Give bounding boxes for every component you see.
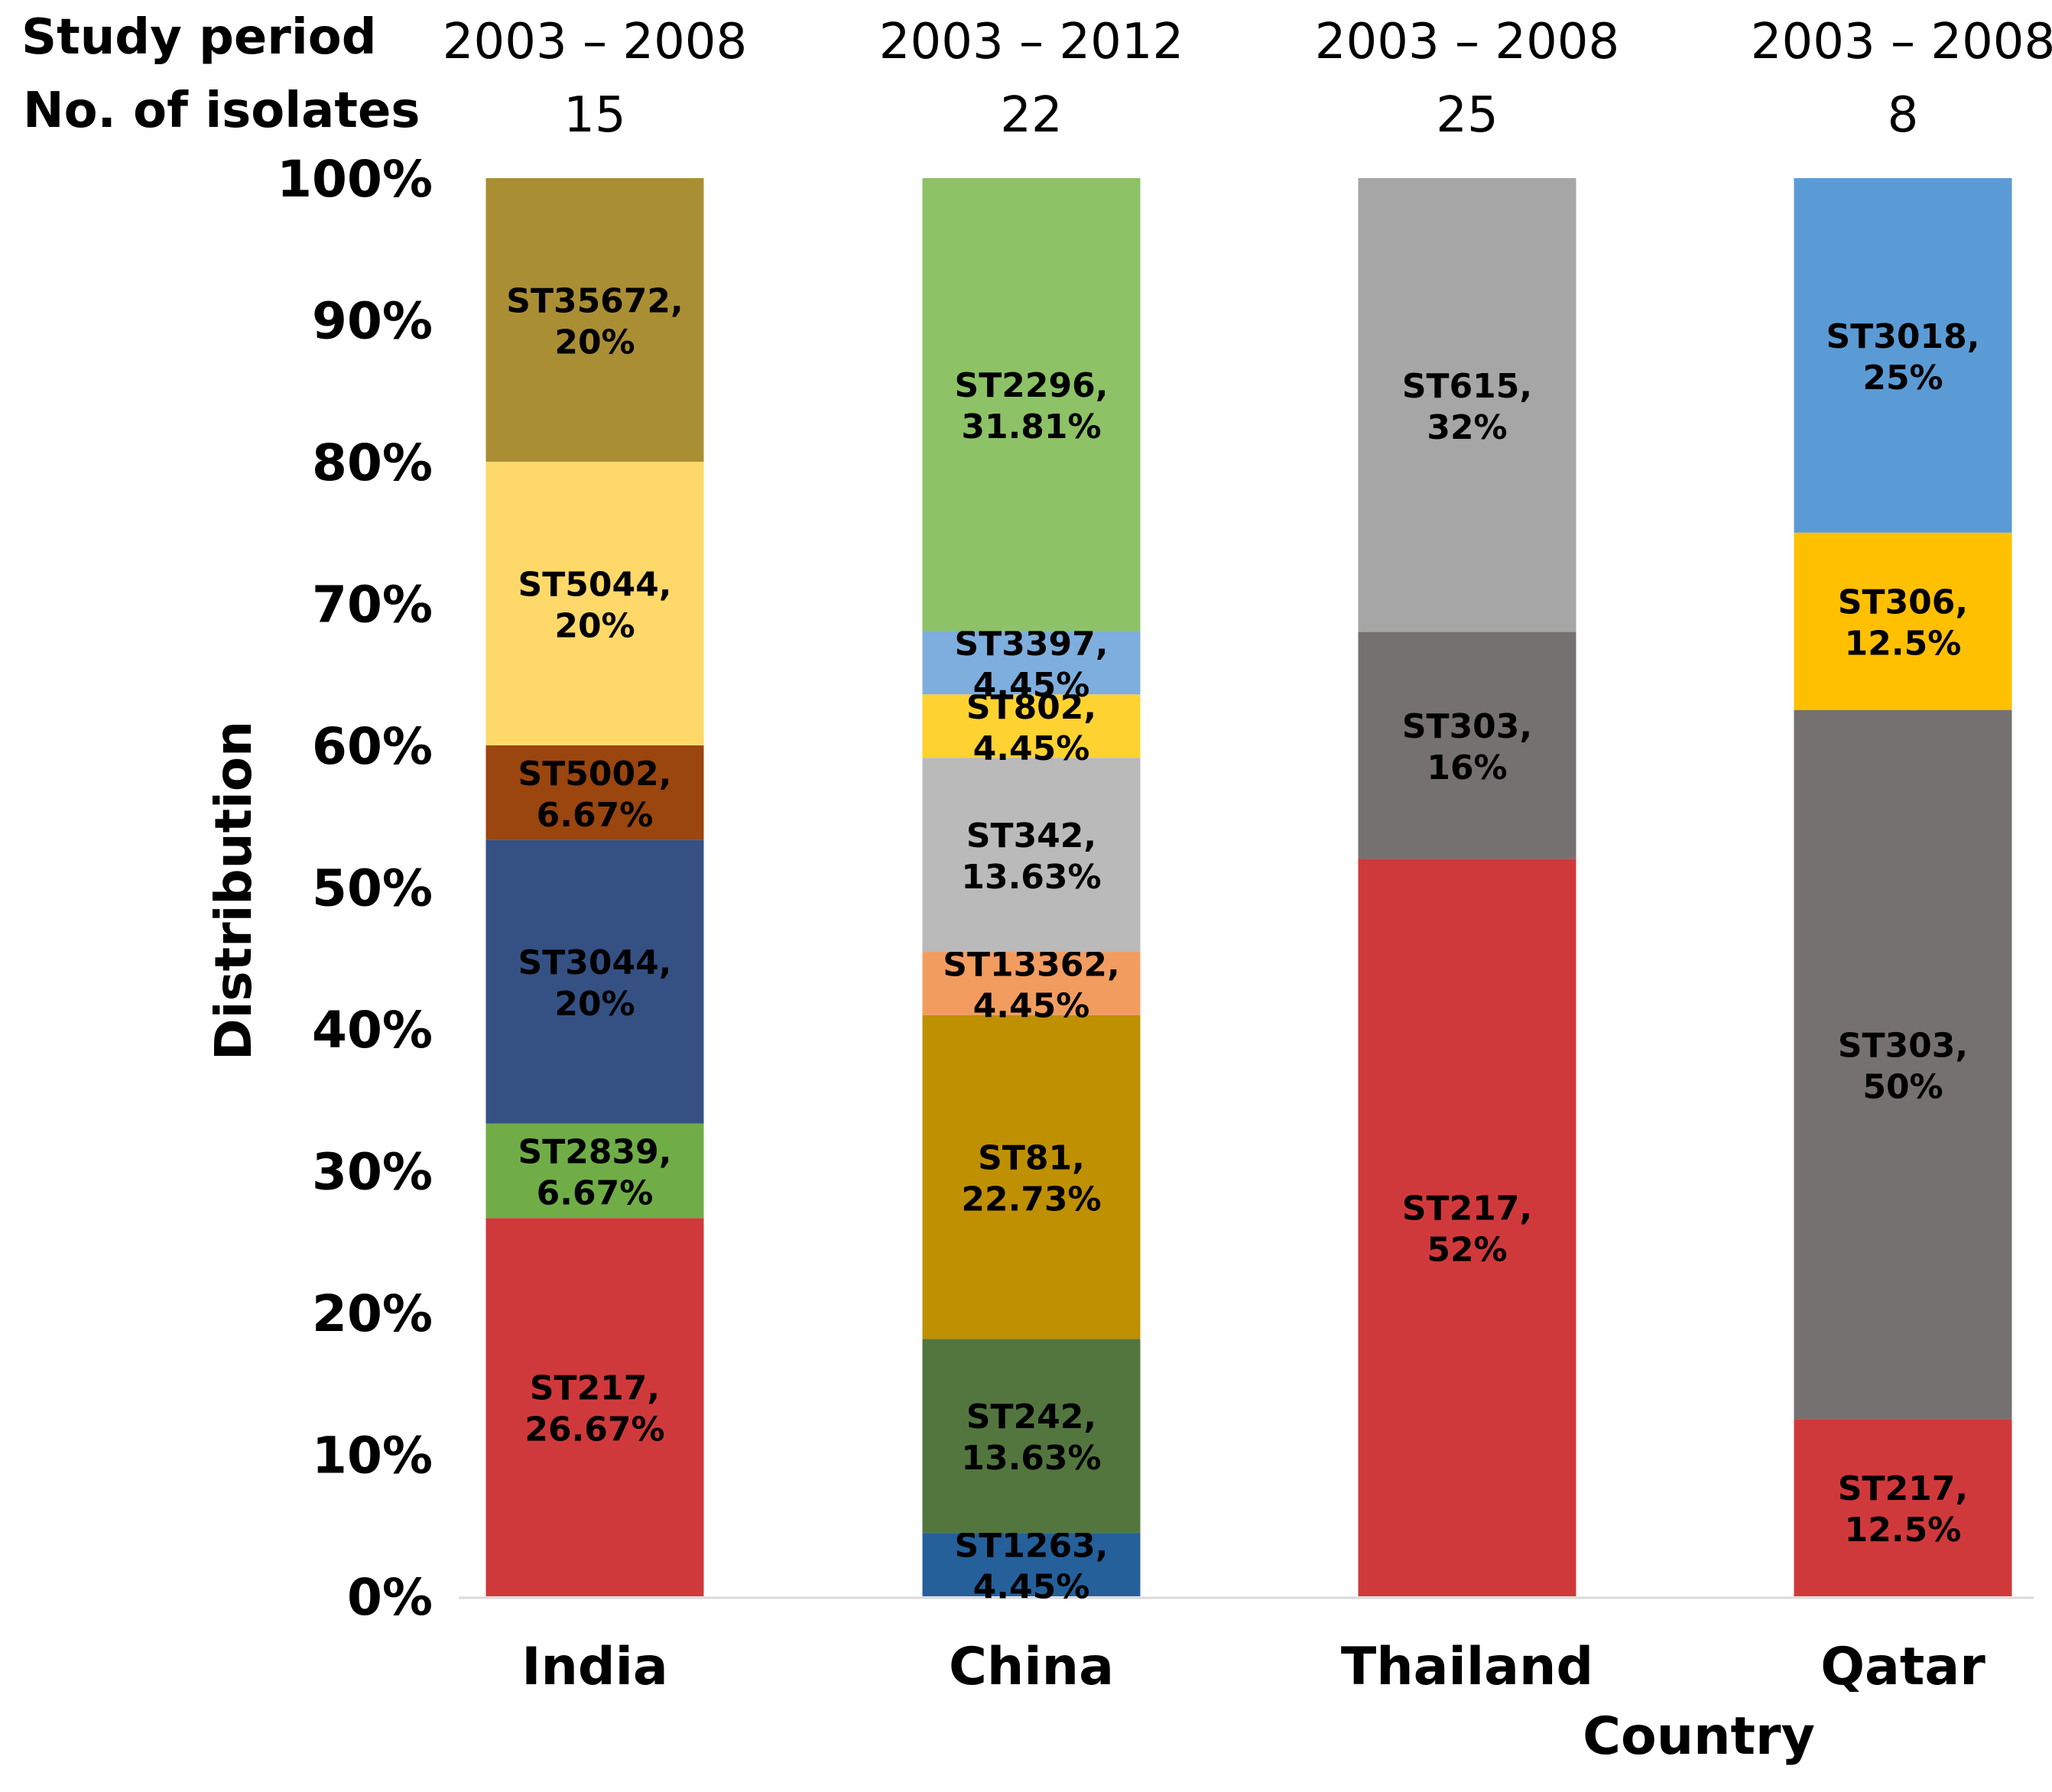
data-label: 25%: [1862, 359, 1943, 398]
isolates-value: 25: [1436, 87, 1498, 144]
isolates-value: 8: [1888, 87, 1919, 144]
x-tick-label: China: [949, 1637, 1114, 1697]
bar-segment: [922, 694, 1141, 758]
bar-segment: [1794, 1419, 2012, 1596]
bar-segment: [1794, 709, 2012, 1420]
y-tick-label: 70%: [312, 576, 433, 635]
study-period-value: 2003 – 2008: [1315, 14, 1619, 70]
data-label: ST5002,: [518, 755, 672, 794]
y-tick-label: 60%: [312, 717, 433, 776]
data-label: ST35672,: [506, 281, 683, 320]
data-label: 4.45%: [973, 986, 1090, 1025]
isolates-header: No. of isolates: [23, 83, 420, 139]
bar-segment: [1358, 859, 1576, 1596]
bar-segment: [922, 1339, 1141, 1534]
data-label: 20%: [554, 606, 635, 645]
data-label: 20%: [554, 323, 635, 362]
data-label: ST217,: [1838, 1469, 1968, 1508]
data-label: 26.67%: [524, 1411, 664, 1450]
bar-segment: [922, 952, 1141, 1015]
y-tick-label: 100%: [277, 150, 433, 209]
y-tick-label: 40%: [312, 1001, 433, 1060]
data-label: ST217,: [530, 1369, 660, 1408]
column-headers: 2003 – 2008 2003 – 2012 2003 – 2008 2003 – …: [443, 14, 2052, 144]
bar-segment: [922, 178, 1141, 631]
data-label: 52%: [1427, 1231, 1507, 1270]
isolates-value: 22: [1000, 87, 1062, 144]
data-label: 4.45%: [973, 729, 1090, 768]
data-label: 4.45%: [973, 666, 1090, 705]
y-tick-label: 10%: [312, 1427, 433, 1485]
x-tick-label: Qatar: [1820, 1637, 1985, 1697]
bar-segment: [485, 1218, 704, 1596]
data-label: 4.45%: [973, 1568, 1090, 1607]
data-label: ST306,: [1838, 583, 1968, 622]
data-label: 13.63%: [961, 858, 1101, 897]
y-tick-label: 30%: [312, 1143, 433, 1202]
data-label: 6.67%: [537, 1174, 654, 1213]
data-label: 31.81%: [961, 407, 1101, 446]
data-label: 13.63%: [961, 1439, 1101, 1478]
x-tick-label: Thailand: [1341, 1637, 1593, 1697]
y-tick-label: 20%: [312, 1284, 433, 1343]
study-period-value: 2003 – 2012: [879, 14, 1183, 70]
bar-segment: [1794, 178, 2012, 533]
y-tick-label: 90%: [312, 292, 433, 351]
data-label: 6.67%: [537, 796, 654, 835]
data-label: ST3044,: [518, 943, 672, 982]
data-label: ST2296,: [955, 366, 1109, 405]
bars-group: ST217,26.67%ST2839,6.67%ST3044,20%ST5002…: [485, 178, 2012, 1607]
study-period-value: 2003 – 2008: [1751, 14, 2052, 70]
data-label: 32%: [1427, 408, 1507, 447]
data-label: ST81,: [978, 1139, 1085, 1178]
x-axis: India China Thailand Qatar: [521, 1637, 1985, 1697]
bar-segment: [485, 1123, 704, 1219]
bar-segment: [922, 631, 1141, 695]
data-label: ST303,: [1402, 707, 1532, 746]
bar-segment: [1794, 532, 2012, 710]
data-label: ST342,: [966, 816, 1096, 855]
y-tick-label: 0%: [347, 1568, 433, 1627]
data-label: ST5044,: [518, 565, 672, 604]
x-tick-label: India: [521, 1637, 668, 1697]
data-label: ST303,: [1838, 1026, 1968, 1065]
y-axis-title: Distribution: [204, 721, 263, 1060]
data-label: ST615,: [1402, 367, 1532, 406]
y-tick-label: 50%: [312, 859, 433, 918]
study-period-header: Study period: [21, 9, 377, 66]
bar-segment: [1358, 631, 1576, 859]
data-label: 12.5%: [1845, 1511, 1962, 1550]
y-tick-label: 80%: [312, 433, 433, 492]
data-label: 20%: [554, 985, 635, 1024]
data-label: 16%: [1427, 748, 1507, 787]
x-axis-title: Country: [1583, 1706, 1815, 1767]
isolates-value: 15: [563, 87, 625, 144]
y-axis: 0% 10% 20% 30% 40% 50% 60% 70% 80% 90% 100%: [277, 150, 433, 1627]
bar-segment: [922, 758, 1141, 953]
data-label: 12.5%: [1845, 625, 1962, 664]
bar-segment: [485, 461, 704, 745]
data-label: ST3018,: [1826, 317, 1980, 356]
bar-segment: [485, 839, 704, 1124]
bar-segment: [485, 745, 704, 840]
bar-segment: [1358, 178, 1576, 632]
data-label: ST2839,: [518, 1132, 672, 1171]
data-label: 22.73%: [961, 1180, 1101, 1219]
bar-segment: [922, 1014, 1141, 1339]
data-label: ST242,: [966, 1398, 1096, 1437]
bar-segment: [485, 178, 704, 462]
data-label: 50%: [1862, 1067, 1943, 1106]
study-period-value: 2003 – 2008: [443, 14, 747, 70]
bar-segment: [922, 1533, 1141, 1596]
data-label: ST217,: [1402, 1190, 1532, 1229]
